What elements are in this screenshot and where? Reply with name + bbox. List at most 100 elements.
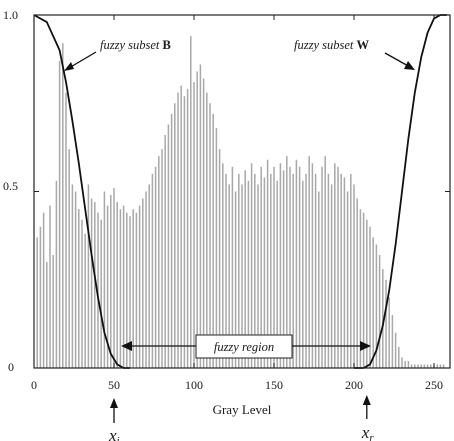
histogram-bar xyxy=(174,103,176,368)
histogram-bar xyxy=(340,173,342,368)
histogram-bar xyxy=(398,346,400,368)
histogram-bar xyxy=(58,60,61,368)
x-tick-label-150: 150 xyxy=(265,378,283,392)
histogram-bar xyxy=(343,177,346,368)
histogram-bar xyxy=(222,163,224,368)
histogram-bars xyxy=(36,36,445,369)
histogram-bar xyxy=(270,173,272,368)
histogram-bar xyxy=(170,113,173,368)
histogram-bar xyxy=(65,92,67,368)
histogram-bar xyxy=(190,36,192,369)
histogram-bar xyxy=(103,191,106,368)
histogram-bar xyxy=(148,184,150,368)
histogram-bar xyxy=(330,184,333,368)
xi-label-sub: i xyxy=(117,435,120,441)
histogram-bar xyxy=(327,173,330,368)
histogram-bar xyxy=(126,212,128,368)
xi-marker: xi xyxy=(108,398,120,441)
annotation-fuzzy-subset-w: fuzzy subset W xyxy=(294,38,370,52)
curve-fuzzy-subset-b xyxy=(33,14,130,369)
histogram-bar xyxy=(311,163,314,368)
histogram-bar xyxy=(314,173,317,368)
histogram-bar xyxy=(276,180,278,368)
histogram-bar xyxy=(321,166,323,368)
histogram-bar xyxy=(138,205,141,368)
histogram-bar xyxy=(225,173,227,368)
x-tick-label-200: 200 xyxy=(345,378,363,392)
histogram-bar xyxy=(68,149,70,368)
histogram-bar xyxy=(260,166,262,368)
histogram-bar xyxy=(302,180,304,368)
histogram-bar xyxy=(407,360,410,368)
histogram-bar xyxy=(196,71,198,368)
histogram-bar xyxy=(212,113,214,368)
histogram-bar xyxy=(122,205,125,368)
fuzzy-region-label: fuzzy region xyxy=(214,340,274,354)
histogram-bar xyxy=(228,184,230,368)
histogram-bar xyxy=(151,173,154,368)
histogram-bar xyxy=(414,364,416,368)
histogram-bar xyxy=(161,149,163,368)
histogram-bar xyxy=(263,177,266,368)
histogram-bar xyxy=(337,166,339,368)
arrowhead-fuzzy-subset-w xyxy=(404,61,415,70)
histogram-bar xyxy=(113,187,115,368)
histogram-bar xyxy=(142,198,144,368)
histogram-bar xyxy=(234,191,237,368)
histogram-bar xyxy=(385,279,387,368)
histogram-bar xyxy=(106,205,109,368)
histogram-bar xyxy=(417,364,419,368)
histogram-bar xyxy=(129,216,131,368)
curve-fuzzy-subset-w xyxy=(354,14,447,369)
histogram-bar xyxy=(289,166,291,368)
histogram-bar xyxy=(369,226,371,368)
y-tick-label-0-5: 0.5 xyxy=(3,179,18,193)
histogram-bar xyxy=(39,226,42,368)
histogram-bar xyxy=(52,255,54,368)
histogram-bar xyxy=(206,92,208,368)
histogram-bar xyxy=(391,315,394,368)
axis-ticks xyxy=(33,14,450,369)
histogram-bar xyxy=(46,262,48,368)
histogram-bar xyxy=(145,191,147,368)
histogram-bar xyxy=(404,360,406,368)
histogram-bar xyxy=(282,170,285,368)
xr-label-sub: r xyxy=(369,432,374,441)
annotation-fuzzy-subset-w-letter: W xyxy=(357,38,370,52)
histogram-bar xyxy=(97,212,99,368)
histogram-bar xyxy=(273,166,275,368)
histogram-bar xyxy=(366,219,368,368)
histogram-bar xyxy=(420,364,422,368)
histogram-bar xyxy=(378,255,381,368)
histogram-bar xyxy=(42,212,45,368)
histogram-bar xyxy=(346,191,349,368)
histogram-bar xyxy=(286,156,288,368)
histogram-bar xyxy=(388,297,390,368)
xi-label: xi xyxy=(108,426,120,441)
membership-curves xyxy=(33,14,447,369)
histogram-bar xyxy=(177,92,179,368)
histogram-bar xyxy=(334,163,336,368)
histogram-bar xyxy=(100,219,102,368)
histogram-bar xyxy=(324,156,326,368)
histogram-bar xyxy=(94,202,96,368)
histogram-bar xyxy=(135,212,138,368)
histogram-bar xyxy=(295,159,298,368)
histogram-bar xyxy=(193,82,195,368)
histogram-bar xyxy=(154,166,157,368)
xi-label-main: x xyxy=(108,426,117,441)
annotation-fuzzy-subset-b-letter: B xyxy=(163,38,171,52)
histogram-bar xyxy=(292,173,294,368)
histogram-bar xyxy=(279,163,282,368)
histogram-bar xyxy=(55,180,58,368)
histogram-bar xyxy=(308,156,310,368)
histogram-bar xyxy=(244,170,246,368)
x-tick-label-0: 0 xyxy=(31,378,37,392)
histogram-bar xyxy=(167,124,170,369)
histogram-bar xyxy=(430,364,432,368)
histogram-bar xyxy=(84,233,86,368)
xr-label: xr xyxy=(361,423,375,441)
histogram-bar xyxy=(164,135,166,368)
histogram-bar xyxy=(394,332,397,368)
